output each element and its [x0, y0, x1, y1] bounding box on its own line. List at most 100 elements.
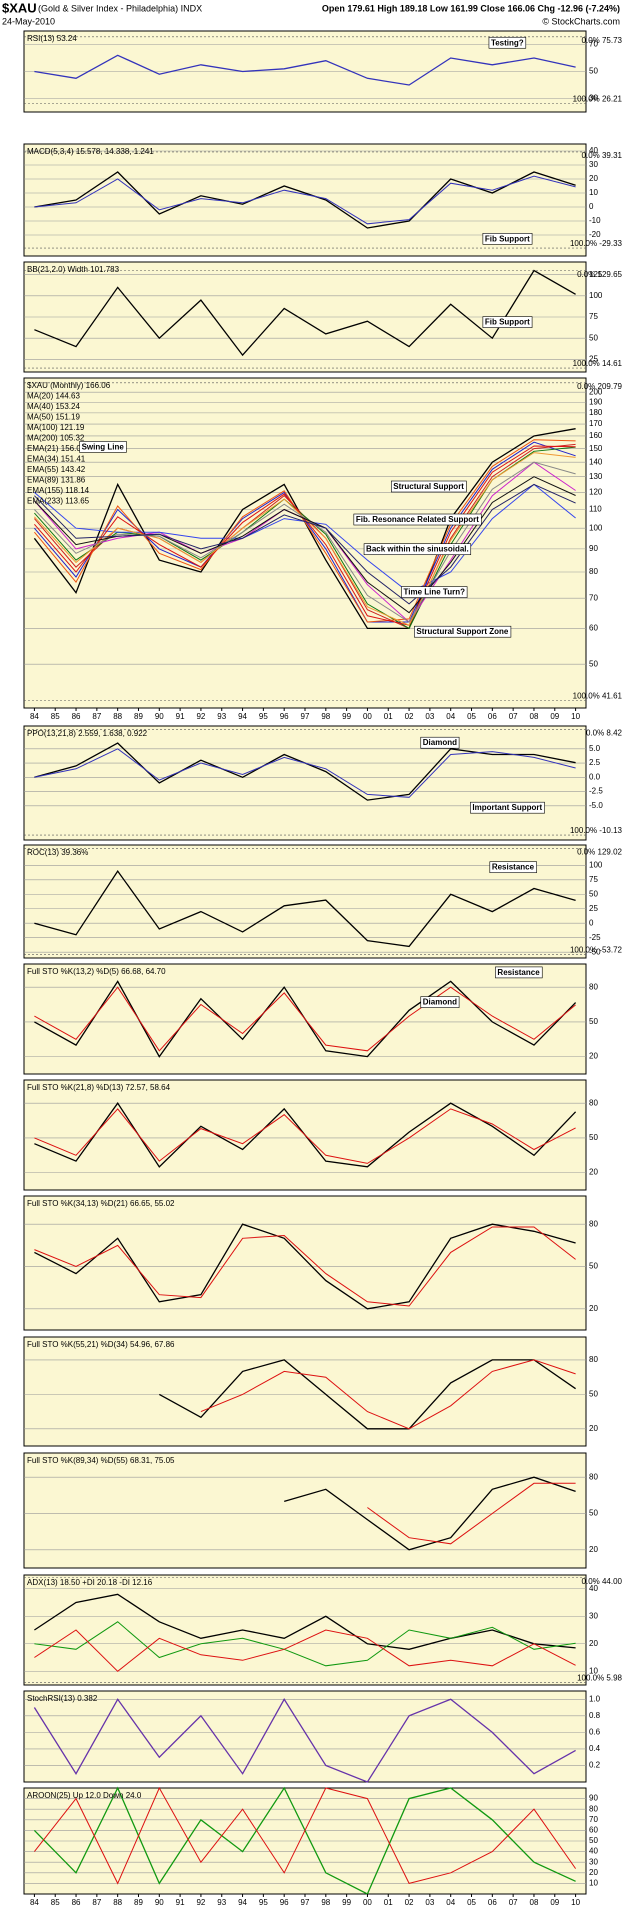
y-tick-label: 20	[589, 1052, 598, 1061]
series-line	[34, 461, 576, 623]
y-tick-label: 10	[589, 1666, 598, 1675]
fib-label: 100.0% 14.61	[573, 359, 623, 368]
legend-entry: EMA(233) 113.65	[27, 497, 90, 506]
y-tick-label: -10	[589, 216, 601, 225]
legend-entry: MA(40) 153.24	[27, 402, 80, 411]
x-tick-label: 09	[550, 712, 559, 721]
y-tick-label: 20	[589, 1424, 598, 1433]
legend-entry: MA(20) 144.63	[27, 392, 80, 401]
x-tick-label: 05	[467, 712, 476, 721]
x-tick-label: 95	[259, 712, 268, 721]
annotation: Important Support	[472, 803, 542, 812]
panel-title: Full STO %K(21,8) %D(13) 72.57, 58.64	[27, 1083, 171, 1092]
x-tick-label: 93	[217, 712, 226, 721]
annotation-box	[79, 441, 127, 453]
series-line	[34, 1786, 577, 1885]
x-tick-label: 02	[405, 712, 414, 721]
x-tick-label: 86	[72, 1898, 81, 1907]
y-tick-label: 50	[589, 1262, 598, 1271]
x-tick-label: 01	[384, 1898, 393, 1907]
series-line	[34, 1223, 576, 1310]
x-tick-label: 95	[259, 1898, 268, 1907]
series-line	[34, 748, 576, 798]
x-tick-label: 94	[238, 712, 247, 721]
fib-label: 0.0% 209.79	[577, 382, 622, 391]
annotation-box	[414, 625, 512, 638]
y-tick-label: 200	[589, 387, 603, 396]
panel-title: ADX(13) 18.50 +DI 20.18 -DI 12.16	[27, 1578, 153, 1587]
fib-label: 100.0% -10.13	[570, 826, 623, 835]
panel-title: Full STO %K(13,2) %D(5) 66.68, 64.70	[27, 967, 166, 976]
x-tick-label: 89	[134, 1898, 143, 1907]
series-line	[34, 986, 576, 1052]
y-tick-label: 20	[589, 1168, 598, 1177]
y-tick-label: 50	[589, 1133, 598, 1142]
panel	[23, 1574, 587, 1686]
y-tick-label: 70	[589, 1815, 598, 1824]
panel-title: PPO(13,21,8) 2.559, 1.638, 0.922	[27, 729, 148, 738]
series-line	[33, 1698, 576, 1783]
annotation-box	[470, 801, 545, 814]
y-tick-label: 20	[589, 1639, 598, 1648]
y-tick-label: 70	[589, 593, 598, 602]
y-tick-label: 100	[589, 291, 603, 300]
series-line	[34, 1629, 576, 1672]
y-tick-label: 25	[589, 904, 598, 913]
x-tick-label: 85	[51, 1898, 60, 1907]
annotation-box	[353, 513, 482, 526]
y-tick-label: 5.0	[589, 744, 601, 753]
x-tick-label: 06	[488, 712, 497, 721]
y-tick-label: 130	[589, 472, 603, 481]
series-line	[367, 1482, 576, 1545]
y-tick-label: 10	[589, 188, 598, 197]
x-tick-label: 01	[384, 712, 393, 721]
y-tick-label: 70	[589, 40, 598, 49]
annotation-box	[482, 233, 533, 245]
y-tick-label: 50	[589, 659, 598, 668]
x-tick-label: 92	[196, 712, 205, 721]
fib-label: 0.0% 39.31	[582, 151, 623, 160]
y-tick-label: 0.6	[589, 1727, 601, 1736]
y-tick-label: 60	[589, 1826, 598, 1835]
panel-title: RSI(13) 53.24	[27, 34, 77, 43]
y-tick-label: 0.0	[589, 772, 601, 781]
series-line	[34, 441, 576, 623]
legend-entry: EMA(34) 151.41	[27, 455, 86, 464]
fib-label: 100.0% -53.72	[570, 945, 623, 954]
fib-label: 100.0% 41.61	[573, 691, 623, 700]
annotation: Testing?	[491, 38, 524, 47]
x-tick-label: 89	[134, 712, 143, 721]
y-tick-label: 2.5	[589, 758, 601, 767]
annotation: Fib Support	[485, 234, 530, 243]
panel	[23, 1195, 587, 1331]
credit: © StockCharts.com	[542, 16, 620, 26]
annotation: Diamond	[423, 738, 457, 747]
x-tick-label: 90	[155, 1898, 164, 1907]
fib-label: 100.0% -29.33	[570, 239, 623, 248]
panel	[23, 725, 587, 841]
y-tick-label: 100	[589, 860, 603, 869]
y-tick-label: 40	[589, 1847, 598, 1856]
x-tick-label: 02	[405, 1898, 414, 1907]
series-line	[34, 175, 576, 225]
x-tick-label: 10	[571, 712, 580, 721]
x-tick-label: 91	[176, 712, 185, 721]
y-tick-label: 170	[589, 419, 603, 428]
series-line	[34, 1226, 576, 1307]
legend-entry: EMA(155) 118.14	[27, 486, 90, 495]
y-tick-label: 50	[589, 1017, 598, 1026]
y-tick-label: 20	[589, 1304, 598, 1313]
panel-title: ROC(13) 39.36%	[27, 848, 88, 857]
panel-title: Full STO %K(55,21) %D(34) 54.96, 67.86	[27, 1340, 175, 1349]
y-tick-label: 30	[589, 94, 598, 103]
symbol: $XAU	[2, 0, 37, 15]
annotation: Structural Support Zone	[416, 627, 509, 636]
panel	[23, 1690, 587, 1783]
y-tick-label: 75	[589, 875, 598, 884]
y-tick-label: 1.0	[589, 1694, 601, 1703]
fib-label: 100.0% 5.98	[577, 1673, 622, 1682]
annotation-box	[495, 966, 543, 979]
y-tick-label: -2.5	[589, 787, 603, 796]
legend-entry: MA(200) 105.32	[27, 434, 85, 443]
panel-title: BB(21,2.0) Width 101.783	[27, 265, 120, 274]
